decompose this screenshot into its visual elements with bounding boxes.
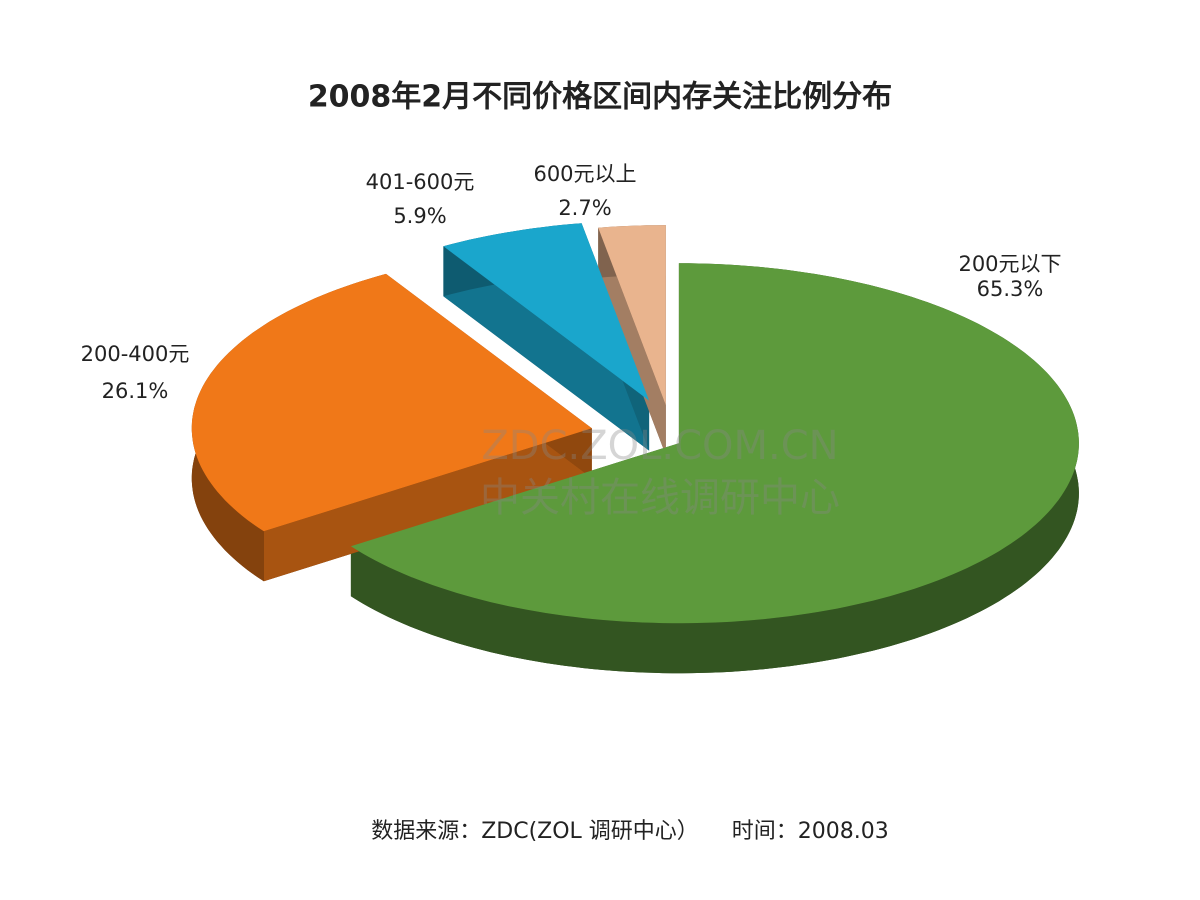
slice-side xyxy=(263,428,592,582)
slice xyxy=(443,223,650,401)
slice-label: 600元以上 xyxy=(533,162,636,186)
pie xyxy=(191,223,1079,674)
source-note: 数据来源：ZDC(ZOL 调研中心） 时间：2008.03 xyxy=(371,819,889,844)
slice-label: 401-600元 xyxy=(366,170,475,194)
slice xyxy=(350,263,1079,624)
chart-title: 2008年2月不同价格区间内存关注比例分布 xyxy=(308,80,892,115)
watermark: ZDC.ZOL.COM.CN xyxy=(481,423,838,469)
slice-side xyxy=(443,246,650,451)
slice xyxy=(191,273,592,532)
slice-value-label: 2.7% xyxy=(558,196,611,220)
slice-value-label: 65.3% xyxy=(977,277,1044,301)
slice xyxy=(598,225,666,406)
slice-label: 200元以下 xyxy=(958,252,1061,276)
slice-value-label: 5.9% xyxy=(393,204,446,228)
watermark: 中关村在线调研中心 xyxy=(480,475,840,521)
slice-value-label: 26.1% xyxy=(102,379,169,403)
slice-side xyxy=(598,227,666,456)
slice-label: 200-400元 xyxy=(81,342,190,366)
